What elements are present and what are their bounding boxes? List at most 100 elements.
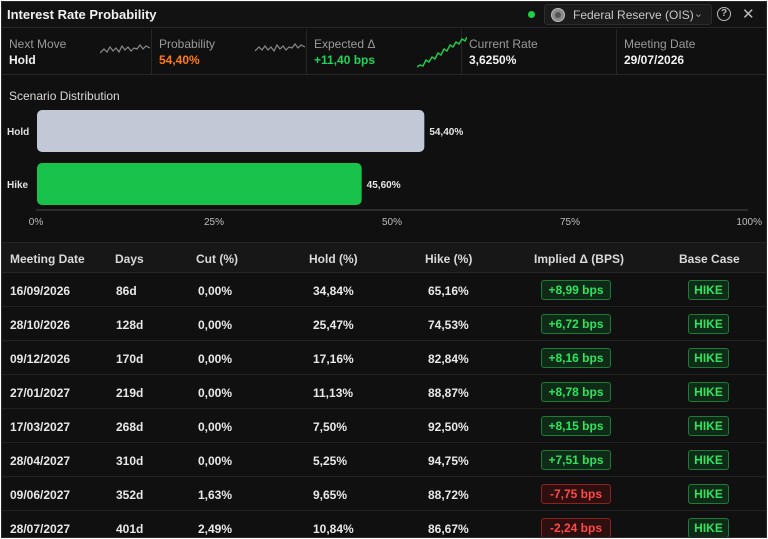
stat-value: 29/07/2026 (624, 53, 685, 67)
col-hike[interactable]: Hike (%) (425, 252, 473, 266)
stats-bar: Next Move Hold Probability 54,40% Expect… (2, 29, 766, 75)
table-row[interactable]: 16/09/2026 86d 0,00% 34,84% 65,16% +8,99 bps H… (2, 273, 766, 307)
cell-cut: 0,00% (198, 284, 233, 298)
cell-meeting-date: 28/10/2026 (10, 318, 71, 332)
col-cut[interactable]: Cut (%) (196, 252, 238, 266)
x-tick-label: 75% (560, 217, 580, 228)
stat-probability: Probability 54,40% (152, 29, 307, 75)
stat-label: Current Rate (469, 37, 538, 51)
cell-hike: 86,67% (428, 522, 469, 536)
implied-delta-badge: +6,72 bps (541, 314, 611, 334)
col-days[interactable]: Days (115, 252, 144, 266)
base-case-badge: HIKE (688, 382, 729, 402)
help-icon[interactable]: ? (717, 7, 731, 21)
x-tick-label: 25% (204, 217, 224, 228)
cell-days: 268d (116, 420, 144, 434)
table-row[interactable]: 28/10/2026 128d 0,00% 25,47% 74,53% +6,72 bps… (2, 307, 766, 341)
x-tick-label: 100% (736, 217, 762, 228)
cell-hike: 74,53% (428, 318, 469, 332)
stat-value: Hold (9, 53, 36, 67)
cell-hike: 88,87% (428, 386, 469, 400)
cell-hike: 94,75% (428, 454, 469, 468)
implied-delta-badge: +8,15 bps (541, 416, 611, 436)
category-label: Hold (7, 127, 29, 138)
cell-meeting-date: 09/12/2026 (10, 352, 71, 366)
close-icon[interactable]: ✕ (742, 6, 755, 23)
cell-hold: 9,65% (313, 488, 348, 502)
stat-value: +11,40 bps (314, 53, 376, 67)
table-row[interactable]: 28/04/2027 310d 0,00% 5,25% 94,75% +7,51 bps H… (2, 443, 766, 477)
bar-hike (37, 163, 362, 205)
implied-delta-badge: +8,99 bps (541, 280, 611, 300)
table-body: 16/09/2026 86d 0,00% 34,84% 65,16% +8,99 bps H… (2, 273, 766, 537)
cell-cut: 0,00% (198, 352, 233, 366)
implied-delta-badge: -7,75 bps (541, 484, 611, 504)
cell-meeting-date: 09/06/2027 (10, 488, 71, 502)
col-hold[interactable]: Hold (%) (309, 252, 358, 266)
table-row[interactable]: 09/06/2027 352d 1,63% 9,65% 88,72% -7,75 bps H… (2, 477, 766, 511)
base-case-badge: HIKE (688, 280, 729, 300)
federal-reserve-seal-icon (551, 8, 565, 22)
cell-days: 86d (116, 284, 137, 298)
implied-delta-badge: +8,78 bps (541, 382, 611, 402)
panel-title: Interest Rate Probability (7, 7, 157, 22)
cell-hold: 11,13% (313, 386, 354, 400)
stat-value: 3,6250% (469, 53, 517, 67)
stat-value: 54,40% (159, 53, 200, 67)
x-tick-label: 0% (29, 217, 44, 228)
cell-hold: 7,50% (313, 420, 348, 434)
stat-current-rate: Current Rate 3,6250% (462, 29, 617, 75)
cell-days: 128d (116, 318, 144, 332)
cell-days: 170d (116, 352, 144, 366)
col-implied-delta[interactable]: Implied Δ (BPS) (534, 252, 624, 266)
cell-cut: 2,49% (198, 522, 233, 536)
cell-meeting-date: 16/09/2026 (10, 284, 71, 298)
x-tick-label: 50% (382, 217, 402, 228)
chevron-down-icon: ⌄ (693, 8, 703, 20)
category-label: Hike (7, 180, 29, 191)
meetings-table: Meeting Date Days Cut (%) Hold (%) Hike … (2, 242, 766, 537)
cell-hold: 10,84% (313, 522, 354, 536)
stat-label: Meeting Date (624, 37, 696, 51)
cell-hold: 25,47% (313, 318, 354, 332)
cell-hike: 65,16% (428, 284, 469, 298)
base-case-badge: HIKE (688, 416, 729, 436)
live-status-dot (528, 11, 535, 18)
bar-value-label: 54,40% (429, 127, 463, 138)
cell-cut: 1,63% (198, 488, 233, 502)
base-case-badge: HIKE (688, 518, 729, 537)
stat-expected-delta: Expected Δ +11,40 bps (307, 29, 467, 75)
bar-hold (37, 110, 425, 152)
table-row[interactable]: 27/01/2027 219d 0,00% 11,13% 88,87% +8,78 bps… (2, 375, 766, 409)
cell-cut: 0,00% (198, 420, 233, 434)
cell-hold: 5,25% (313, 454, 348, 468)
cell-hike: 92,50% (428, 420, 469, 434)
implied-delta-badge: +7,51 bps (541, 450, 611, 470)
source-selector-label: Federal Reserve (OIS) (573, 8, 694, 22)
stat-next-move: Next Move Hold (2, 29, 152, 75)
base-case-badge: HIKE (688, 450, 729, 470)
cell-hike: 82,84% (428, 352, 469, 366)
table-row[interactable]: 28/07/2027 401d 2,49% 10,84% 86,67% -2,24 bps… (2, 511, 766, 537)
cell-days: 352d (116, 488, 144, 502)
table-row[interactable]: 17/03/2027 268d 0,00% 7,50% 92,50% +8,15 bps H… (2, 409, 766, 443)
scenario-distribution-title: Scenario Distribution (9, 89, 120, 103)
stat-label: Probability (159, 37, 216, 51)
col-meeting-date[interactable]: Meeting Date (10, 252, 85, 266)
stat-meeting-date: Meeting Date 29/07/2026 (617, 29, 766, 75)
table-row[interactable]: 09/12/2026 170d 0,00% 17,16% 82,84% +8,16 bps… (2, 341, 766, 375)
stat-label: Next Move (9, 37, 67, 51)
implied-delta-badge: -2,24 bps (541, 518, 611, 537)
stat-label: Expected Δ (314, 37, 376, 51)
cell-meeting-date: 28/04/2027 (10, 454, 71, 468)
col-base-case[interactable]: Base Case (679, 252, 740, 266)
table-header: Meeting Date Days Cut (%) Hold (%) Hike … (2, 242, 766, 273)
sparkline-next-move (100, 44, 150, 54)
base-case-badge: HIKE (688, 484, 729, 504)
cell-cut: 0,00% (198, 386, 233, 400)
cell-hold: 17,16% (313, 352, 354, 366)
cell-meeting-date: 28/07/2027 (10, 522, 71, 536)
source-selector[interactable]: Federal Reserve (OIS) ⌄ (544, 4, 712, 25)
panel-header: Interest Rate Probability Federal Reserv… (2, 2, 766, 28)
